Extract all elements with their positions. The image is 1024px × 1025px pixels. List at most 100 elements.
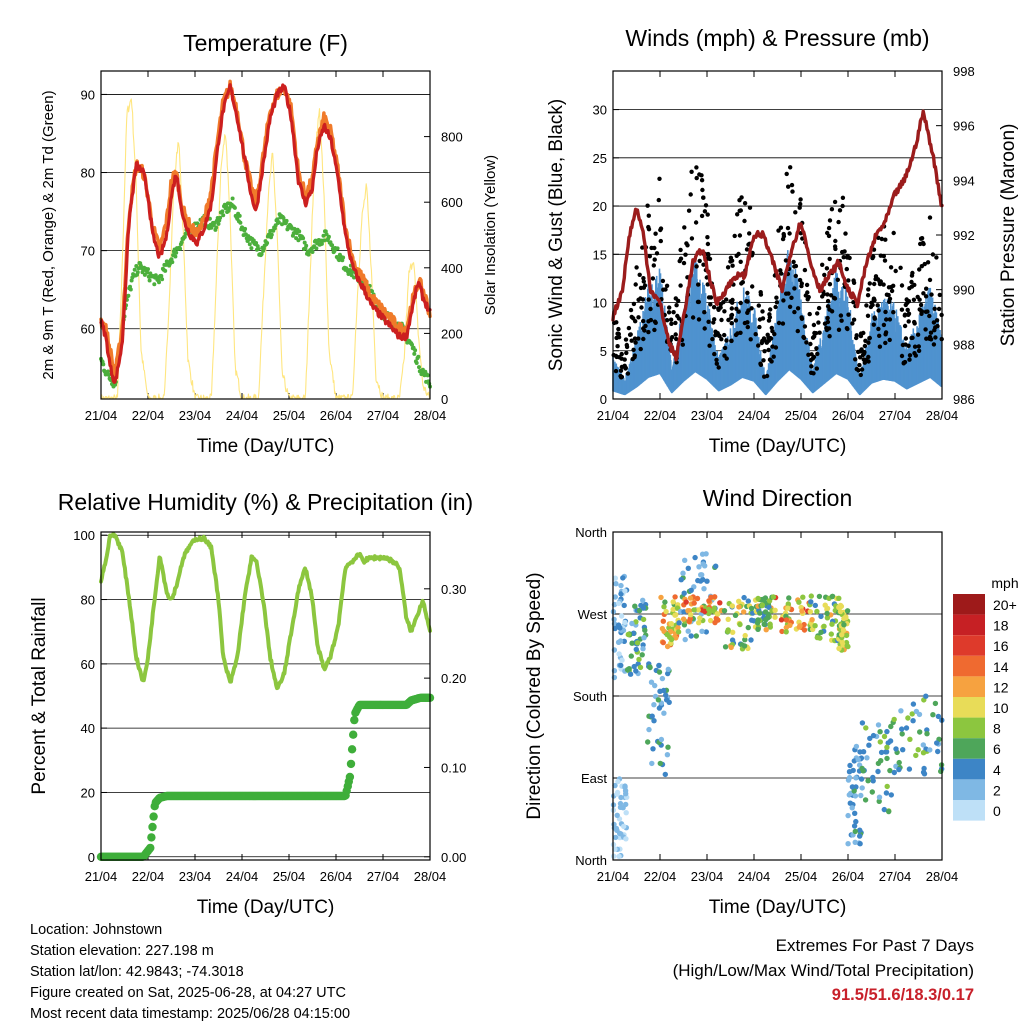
gust-point — [936, 306, 942, 312]
gust-point — [702, 310, 707, 315]
direction-point — [886, 808, 892, 815]
gust-point — [923, 294, 929, 299]
y2-tick-label: 988 — [953, 337, 975, 352]
direction-point — [853, 743, 860, 750]
gust-point — [902, 323, 908, 329]
gust-point — [678, 256, 684, 261]
gust-point — [627, 332, 633, 337]
precip-point — [350, 715, 359, 725]
gust-point — [638, 285, 644, 291]
dewpoint-point — [224, 204, 229, 209]
gust-point — [789, 182, 795, 188]
direction-point — [659, 625, 666, 632]
direction-point — [656, 705, 663, 711]
x-axis-label: Time (Day/UTC) — [197, 436, 335, 457]
direction-point — [857, 833, 863, 839]
direction-point — [661, 687, 667, 694]
precip-point — [346, 759, 356, 769]
y2-tick-label: 0.00 — [441, 850, 466, 865]
direction-point — [839, 632, 845, 638]
direction-point — [877, 729, 883, 735]
dewpoint-point — [230, 196, 235, 201]
gust-point — [929, 292, 934, 297]
y2-tick-label: 998 — [953, 64, 975, 79]
gust-point — [825, 292, 830, 297]
gust-point — [907, 353, 913, 358]
direction-point — [623, 836, 629, 842]
gust-point — [860, 352, 866, 358]
gust-point — [646, 319, 651, 324]
direction-point — [614, 827, 620, 833]
gust-point — [907, 357, 912, 362]
direction-point — [824, 606, 830, 612]
y-tick-label: East — [581, 771, 607, 786]
gust-point — [912, 351, 917, 356]
gust-point — [921, 291, 926, 296]
gust-point — [825, 315, 830, 321]
gust-point — [825, 304, 831, 309]
direction-point — [651, 702, 657, 708]
x-tick-label: 27/04 — [367, 408, 400, 423]
gust-point — [839, 318, 844, 323]
direction-point — [852, 828, 858, 835]
x-tick-label: 26/04 — [832, 408, 865, 423]
gust-point — [711, 305, 717, 310]
dewpoint-series — [99, 196, 432, 389]
dewpoint-point — [322, 238, 327, 243]
gust-point — [927, 215, 933, 220]
dewpoint-point — [220, 209, 225, 214]
direction-point — [812, 623, 818, 629]
direction-point — [736, 598, 742, 604]
gust-point — [636, 315, 641, 320]
dewpoint-point — [330, 243, 335, 248]
direction-point — [748, 605, 755, 612]
direction-point — [715, 617, 721, 623]
direction-point — [618, 591, 624, 597]
gust-point — [737, 198, 742, 203]
y-tick-label: 40 — [81, 721, 95, 736]
dewpoint-point — [237, 213, 242, 218]
gust-point — [799, 283, 804, 289]
direction-point — [662, 771, 668, 778]
gust-point — [906, 319, 911, 324]
gust-point — [931, 320, 937, 325]
gust-point — [696, 317, 702, 322]
gust-point — [618, 373, 623, 379]
gust-point — [827, 282, 833, 287]
direction-point — [737, 621, 743, 628]
direction-point — [849, 784, 856, 790]
direction-point — [888, 723, 894, 730]
x-tick-label: 22/04 — [644, 869, 677, 884]
direction-point — [816, 593, 823, 600]
direction-point — [613, 581, 619, 587]
gust-point — [844, 326, 850, 331]
gust-point — [626, 325, 632, 331]
gust-point — [781, 231, 786, 237]
direction-point — [658, 594, 664, 601]
gust-point — [624, 342, 629, 348]
direction-point — [924, 731, 930, 737]
gust-point — [614, 320, 619, 325]
y2-tick-label: 600 — [441, 195, 463, 210]
gust-point — [891, 283, 896, 288]
chart-title: Winds (mph) & Pressure (mb) — [625, 25, 929, 51]
direction-point — [658, 736, 665, 743]
gust-point — [816, 305, 822, 311]
gust-point — [930, 252, 936, 257]
dewpoint-point — [254, 241, 259, 245]
gust-point — [859, 367, 865, 372]
gust-point — [689, 236, 695, 241]
gust-point — [832, 199, 838, 205]
gust-point — [756, 303, 761, 308]
direction-point — [767, 622, 773, 629]
gust-point — [664, 283, 670, 288]
direction-point — [668, 636, 675, 643]
gust-point — [867, 281, 872, 286]
x-axis-label: Time (Day/UTC) — [197, 897, 335, 918]
gust-point — [761, 336, 767, 341]
direction-point — [849, 805, 855, 811]
direction-point — [642, 627, 648, 633]
dewpoint-point — [157, 280, 161, 285]
gust-point — [909, 279, 914, 285]
direction-point — [759, 602, 766, 609]
